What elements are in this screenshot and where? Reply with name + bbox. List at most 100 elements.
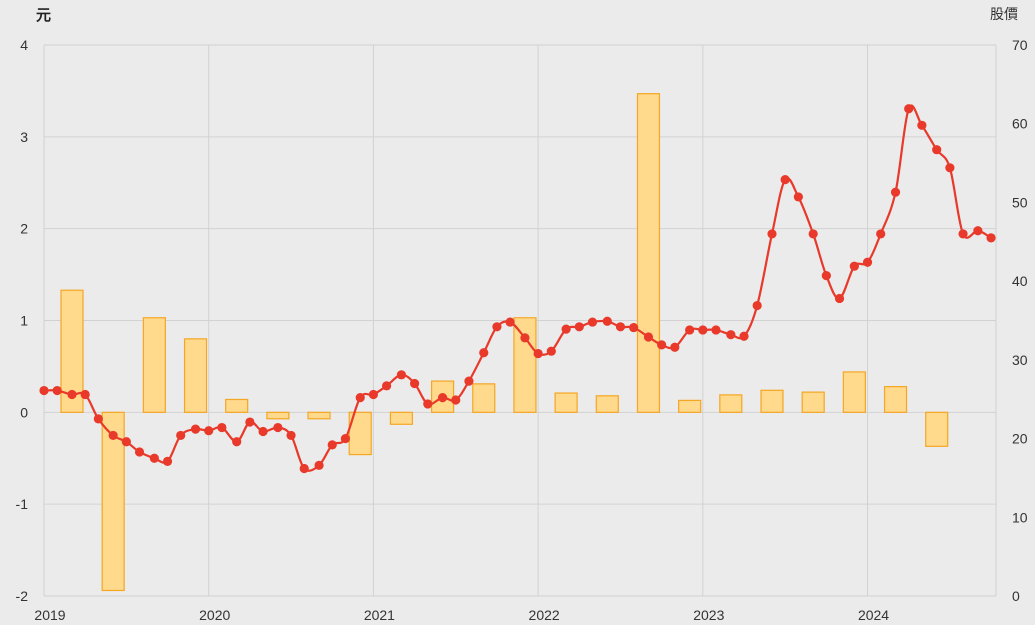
price-point: [437, 393, 448, 403]
price-point: [80, 389, 90, 400]
price-point: [958, 229, 968, 239]
left-tick-label: 3: [20, 129, 28, 145]
price-point: [546, 346, 556, 356]
price-point: [314, 460, 324, 470]
price-point: [162, 456, 173, 466]
price-point: [39, 385, 49, 396]
price-point: [327, 440, 337, 450]
price-point: [533, 348, 543, 359]
price-point: [821, 271, 831, 281]
price-point: [52, 385, 62, 396]
price-point: [520, 333, 530, 343]
price-point: [273, 422, 283, 433]
eps-bars: [60, 93, 949, 592]
price-point: [176, 430, 186, 441]
eps-bar: [801, 391, 825, 413]
price-point: [780, 175, 790, 185]
left-tick-label: -2: [16, 588, 29, 604]
right-tick-label: 60: [1012, 116, 1028, 132]
eps-bar: [760, 389, 784, 413]
x-tick-label: 2022: [529, 607, 560, 623]
eps-bar: [554, 392, 578, 413]
price-point: [849, 261, 859, 271]
price-point: [464, 376, 474, 386]
right-tick-label: 30: [1012, 352, 1028, 368]
x-tick-label: 2024: [858, 607, 889, 623]
price-point: [917, 120, 927, 130]
price-point: [932, 145, 942, 155]
right-tick-label: 40: [1012, 273, 1028, 289]
left-tick-label: 1: [20, 313, 28, 329]
price-point: [340, 433, 351, 444]
stock-price-points: [39, 104, 996, 474]
price-point: [355, 393, 365, 403]
price-point: [904, 104, 914, 114]
left-axis-ticks: 4 3 2 1 0 -1 -2: [16, 37, 29, 604]
price-point: [561, 324, 571, 334]
price-point: [409, 378, 420, 389]
x-tick-label: 2019: [34, 607, 65, 623]
price-point: [505, 317, 515, 327]
left-tick-label: 4: [20, 37, 28, 53]
right-axis-unit: 股價: [990, 6, 1018, 22]
price-point: [876, 229, 886, 239]
eps-bar: [307, 411, 331, 420]
price-point: [108, 430, 118, 441]
price-point: [479, 348, 489, 358]
eps-bar: [883, 386, 908, 413]
right-tick-label: 0: [1012, 588, 1020, 604]
price-point: [190, 424, 201, 434]
price-point: [657, 340, 667, 350]
x-tick-label: 2023: [693, 607, 724, 623]
eps-bar: [719, 394, 743, 413]
price-point: [204, 426, 214, 436]
x-tick-label: 2021: [364, 607, 395, 623]
price-point: [492, 322, 502, 332]
price-point: [752, 300, 762, 311]
price-point: [834, 293, 845, 304]
price-point: [67, 389, 77, 400]
price-point: [685, 325, 695, 335]
stock-price-line: [43, 104, 992, 472]
left-tick-label: 2: [20, 221, 28, 237]
price-point: [808, 229, 818, 239]
left-tick-label: 0: [20, 404, 28, 420]
right-tick-label: 70: [1012, 37, 1028, 53]
eps-bar: [636, 93, 661, 413]
price-point: [711, 325, 721, 335]
eps-bar: [925, 411, 949, 447]
price-point: [986, 233, 996, 243]
eps-bar: [60, 289, 84, 413]
price-point: [615, 322, 626, 332]
right-tick-label: 10: [1012, 509, 1028, 525]
price-point: [381, 381, 392, 391]
eps-bar: [183, 338, 208, 413]
eps-bar: [678, 399, 702, 413]
price-point: [643, 332, 654, 342]
price-point: [793, 192, 803, 202]
price-point: [862, 257, 873, 267]
price-point: [217, 422, 227, 433]
price-point: [670, 342, 680, 352]
price-point: [629, 322, 639, 333]
eps-bar: [389, 411, 414, 425]
price-point: [973, 226, 983, 236]
left-tick-label: -1: [16, 496, 29, 512]
price-point: [739, 331, 749, 341]
eps-bar: [472, 383, 496, 413]
price-point: [299, 463, 309, 474]
eps-bar: [513, 317, 537, 413]
price-point: [258, 426, 268, 437]
price-point: [121, 437, 131, 447]
price-line-path: [43, 104, 992, 472]
eps-bar: [142, 317, 166, 413]
price-point: [149, 453, 159, 463]
x-tick-label: 2020: [199, 607, 230, 623]
price-point: [134, 447, 145, 457]
price-point: [574, 322, 584, 332]
price-point: [396, 370, 407, 380]
right-axis-ticks: 70 60 50 40 30 20 10 0: [1012, 37, 1028, 604]
eps-bar: [225, 398, 249, 413]
price-point: [587, 317, 598, 327]
